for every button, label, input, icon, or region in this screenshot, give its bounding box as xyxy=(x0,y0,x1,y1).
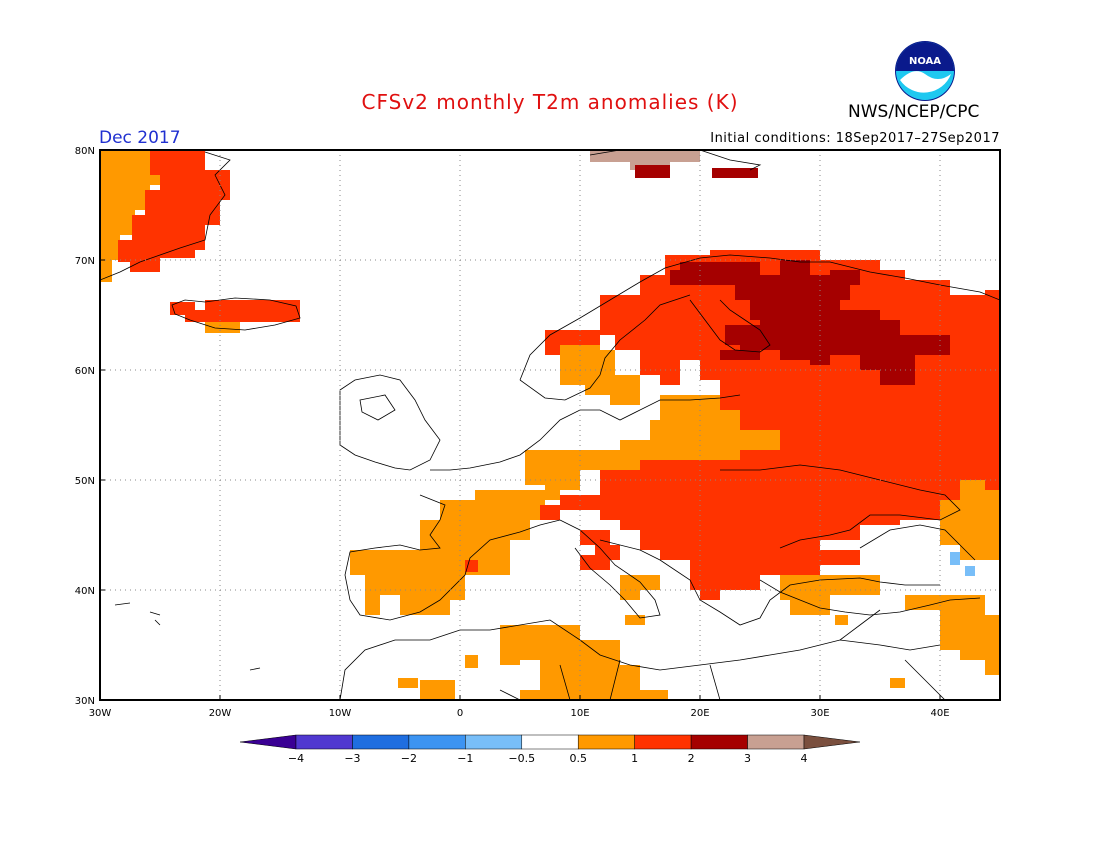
lon-tick-label: 30W xyxy=(89,708,112,719)
anomaly-greenland-orange xyxy=(100,150,160,282)
anomaly-turkey-red xyxy=(790,550,860,575)
forecast-month: Dec 2017 xyxy=(99,128,181,148)
lat-tick-label: 60N xyxy=(75,366,95,377)
colorbar-label: 2 xyxy=(688,752,695,765)
colorbar-segment xyxy=(690,734,748,750)
lat-tick-label: 70N xyxy=(75,256,95,267)
colorbar-label: 1 xyxy=(631,752,638,765)
map-grid xyxy=(100,150,1000,700)
anomaly-europe-orange xyxy=(350,335,1000,700)
chart-title: CFSv2 monthly T2m anomalies (K) xyxy=(361,90,739,114)
noaa-logo: NOAA xyxy=(895,41,955,101)
colorbar-label: −0.5 xyxy=(508,752,535,765)
anomaly-svalbard-tan xyxy=(590,150,700,170)
anomaly-italy-red xyxy=(580,530,620,570)
lon-tick-label: 10E xyxy=(570,708,589,719)
anomaly-greenland-red xyxy=(118,150,230,272)
anomaly-svalbard-darkred xyxy=(635,165,758,178)
colorbar-segment xyxy=(747,734,805,750)
colorbar-segment xyxy=(352,734,410,750)
colorbar-segment xyxy=(465,734,523,750)
colorbar-label: 3 xyxy=(744,752,751,765)
lon-tick-label: 30E xyxy=(810,708,829,719)
colorbar-label: −3 xyxy=(344,752,360,765)
anomaly-spain-red xyxy=(465,560,478,572)
anomaly-fields xyxy=(100,150,1000,700)
lat-tick-label: 40N xyxy=(75,586,95,597)
lon-tick-label: 0 xyxy=(457,708,463,719)
anomaly-finland-darkred-b xyxy=(725,325,760,345)
colorbar-label: 0.5 xyxy=(569,752,587,765)
colorbar-segment xyxy=(577,734,635,750)
colorbar-segment xyxy=(408,734,466,750)
colorbar-low-arrow xyxy=(239,734,297,750)
coastlines xyxy=(100,150,1000,700)
colorbar: −4 −3 −2 −1 −0.5 0.5 1 2 3 4 xyxy=(239,734,861,765)
colorbar-high-arrow xyxy=(803,734,861,750)
agency-label: NWS/NCEP/CPC xyxy=(848,102,980,122)
colorbar-label: −2 xyxy=(401,752,417,765)
anomaly-iceland xyxy=(170,300,300,332)
lon-tick-label: 20W xyxy=(209,708,232,719)
lon-tick-label: 10W xyxy=(329,708,352,719)
logo-lettering: NOAA xyxy=(909,56,941,67)
latitude-axis: 80N 70N 60N 50N 40N 30N xyxy=(75,146,105,707)
colorbar-label: −1 xyxy=(457,752,473,765)
anomaly-finland-darkred xyxy=(670,260,950,385)
colorbar-segment xyxy=(634,734,692,750)
longitude-axis: 30W 20W 10W 0 10E 20E 30E 40E xyxy=(89,695,950,719)
initial-conditions: Initial conditions: 18Sep2017–27Sep2017 xyxy=(710,131,1000,146)
lat-tick-label: 30N xyxy=(75,696,95,707)
map-frame xyxy=(99,149,1001,701)
anomaly-iceland-orange xyxy=(205,322,240,333)
lon-tick-label: 40E xyxy=(930,708,949,719)
lat-tick-label: 80N xyxy=(75,146,95,157)
colorbar-segment xyxy=(521,734,579,750)
colorbar-segment xyxy=(295,734,353,750)
lon-tick-label: 20E xyxy=(690,708,709,719)
colorbar-label: 4 xyxy=(801,752,808,765)
lat-tick-label: 50N xyxy=(75,476,95,487)
anomaly-balkan-red xyxy=(690,570,760,600)
colorbar-label: −4 xyxy=(288,752,304,765)
anomaly-caucasus-blue xyxy=(950,552,975,576)
anomaly-coast-red xyxy=(545,330,600,355)
